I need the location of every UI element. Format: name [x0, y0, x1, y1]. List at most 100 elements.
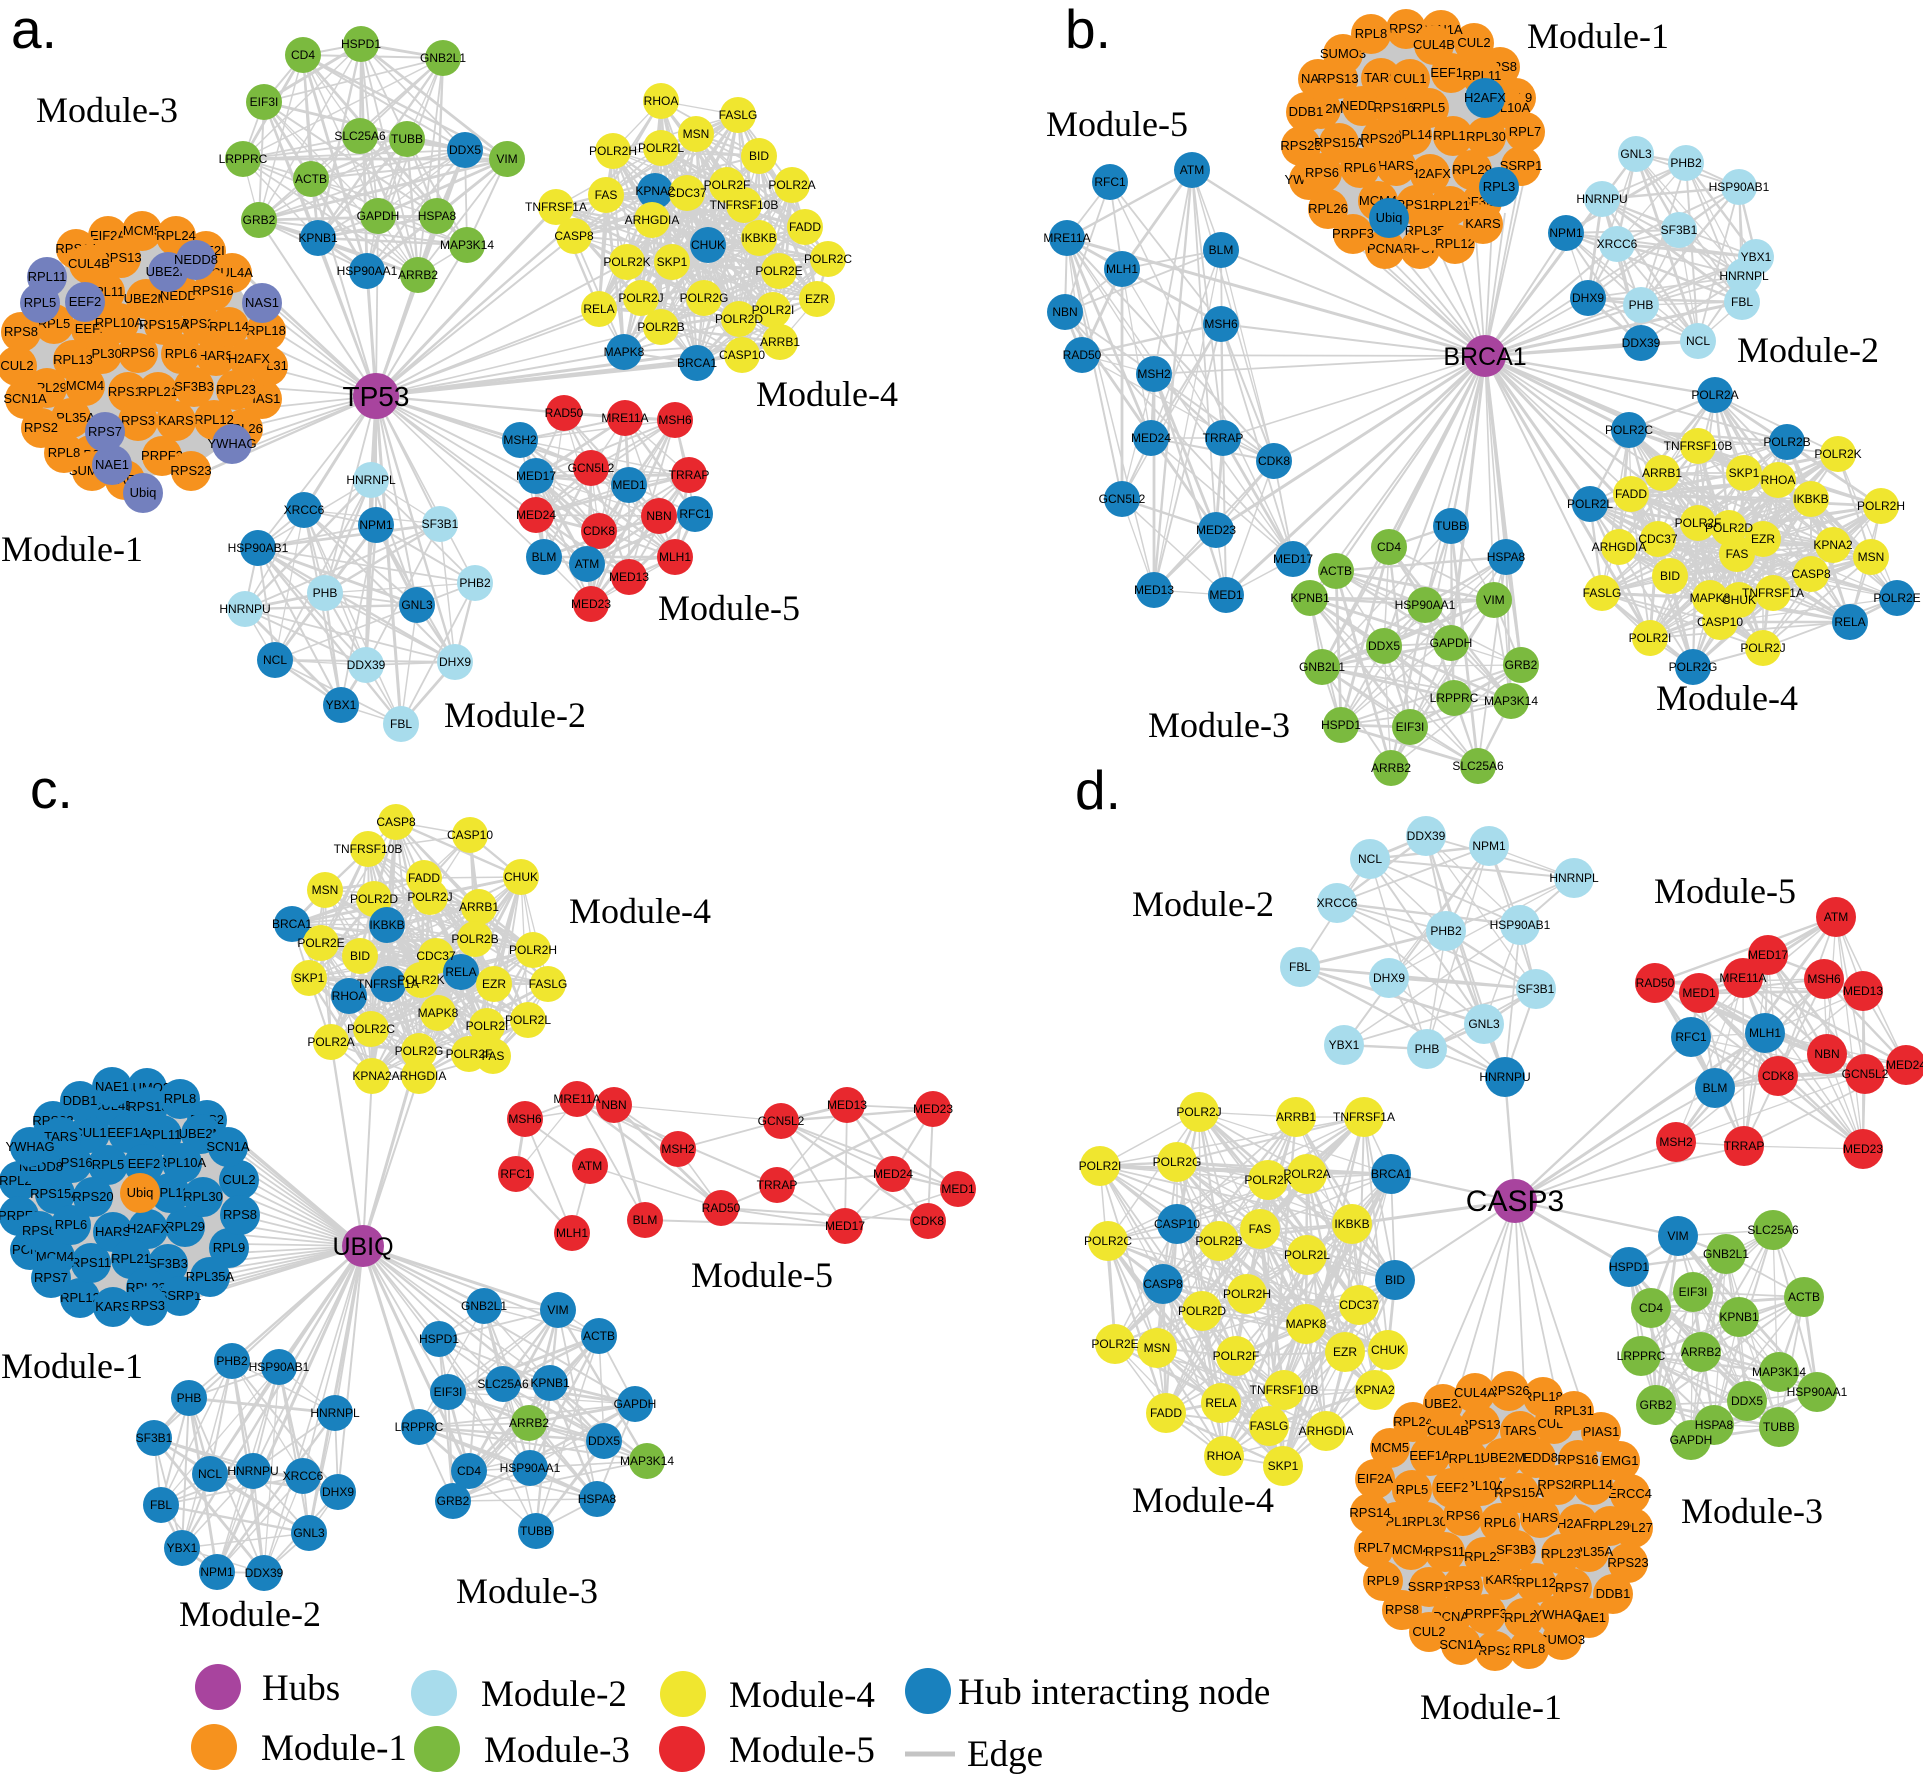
svg-text:RPL5: RPL5 [1413, 100, 1446, 115]
svg-text:RPL26: RPL26 [1504, 1610, 1544, 1625]
svg-text:Module-3: Module-3 [484, 1730, 630, 1771]
svg-text:HSPA8: HSPA8 [418, 209, 457, 223]
svg-text:TNFRSF1A: TNFRSF1A [525, 200, 587, 214]
svg-text:ARRB2: ARRB2 [509, 1416, 549, 1430]
svg-text:MED17: MED17 [1273, 552, 1313, 566]
svg-text:RPL7: RPL7 [1358, 1540, 1391, 1555]
svg-text:POLR2J: POLR2J [407, 890, 452, 904]
svg-text:MAP3K14: MAP3K14 [620, 1454, 674, 1468]
svg-text:MSH2: MSH2 [661, 1142, 695, 1156]
svg-text:SLC25A6: SLC25A6 [1747, 1223, 1799, 1237]
svg-text:FASLG: FASLG [719, 108, 758, 122]
svg-text:DDX39: DDX39 [1622, 336, 1661, 350]
svg-text:POLR2K: POLR2K [1244, 1173, 1291, 1187]
svg-text:RPS7: RPS7 [34, 1270, 68, 1285]
svg-text:CHUK: CHUK [691, 238, 725, 252]
svg-text:RPL21: RPL21 [138, 384, 178, 399]
svg-text:TNFRSF10B: TNFRSF10B [1250, 1383, 1319, 1397]
svg-text:HSP90AA1: HSP90AA1 [1395, 598, 1456, 612]
svg-text:NAS1: NAS1 [245, 295, 279, 310]
svg-text:RPS16: RPS16 [51, 1155, 92, 1170]
svg-text:HSP90AA1: HSP90AA1 [500, 1461, 561, 1475]
svg-text:YWHAG: YWHAG [5, 1139, 54, 1154]
svg-text:RPL11: RPL11 [28, 269, 67, 284]
svg-text:CUL2: CUL2 [1412, 1624, 1445, 1639]
svg-text:Hubs: Hubs [262, 1668, 340, 1709]
svg-text:GNB2L1: GNB2L1 [420, 51, 466, 65]
svg-text:MSH6: MSH6 [658, 413, 692, 427]
svg-text:c.: c. [30, 758, 73, 820]
svg-text:CUL1: CUL1 [73, 1125, 106, 1140]
svg-text:MCM4: MCM4 [1392, 1542, 1430, 1557]
svg-text:HSP90AB1: HSP90AB1 [1709, 180, 1770, 194]
svg-text:POLR2I: POLR2I [752, 303, 795, 317]
svg-text:IKBKB: IKBKB [741, 231, 776, 245]
svg-text:HNRNPU: HNRNPU [1576, 192, 1627, 206]
svg-text:SCN1A: SCN1A [206, 1139, 250, 1154]
svg-text:RPS6: RPS6 [1305, 165, 1339, 180]
svg-text:RPL23: RPL23 [216, 382, 256, 397]
svg-text:GAPDH: GAPDH [614, 1397, 657, 1411]
svg-text:NCL: NCL [263, 653, 287, 667]
svg-text:NBN: NBN [1814, 1047, 1839, 1061]
svg-text:HARS: HARS [198, 348, 234, 363]
svg-text:EMG1: EMG1 [1602, 1453, 1639, 1468]
svg-text:LRPPRC: LRPPRC [219, 152, 268, 166]
svg-text:MRE11A: MRE11A [601, 411, 648, 425]
svg-text:MED1: MED1 [1682, 986, 1716, 1000]
svg-text:HSP90AB1: HSP90AB1 [228, 541, 289, 555]
svg-text:HARS: HARS [1378, 158, 1414, 173]
svg-text:POLR2H: POLR2H [1223, 1287, 1271, 1301]
svg-text:ATM: ATM [1180, 163, 1204, 177]
svg-text:HARS: HARS [1522, 1510, 1558, 1525]
svg-text:SLC25A6: SLC25A6 [334, 129, 386, 143]
svg-text:VIM: VIM [1483, 593, 1504, 607]
svg-text:FBL: FBL [1731, 295, 1753, 309]
svg-text:TARS: TARS [44, 1129, 78, 1144]
svg-text:MAP3K14: MAP3K14 [1752, 1365, 1806, 1379]
svg-text:POLR2J: POLR2J [1740, 641, 1785, 655]
svg-text:SKP1: SKP1 [1729, 466, 1760, 480]
svg-text:EEF2: EEF2 [128, 1156, 161, 1171]
svg-text:NPM1: NPM1 [200, 1565, 234, 1579]
svg-text:POLR2D: POLR2D [715, 312, 763, 326]
svg-text:BRCA1: BRCA1 [1443, 343, 1526, 371]
svg-text:HNRNPU: HNRNPU [1479, 1070, 1530, 1084]
svg-text:PHB2: PHB2 [216, 1354, 248, 1368]
svg-text:TRRAP: TRRAP [669, 468, 710, 482]
svg-text:PHB: PHB [177, 1391, 202, 1405]
svg-text:RPL12: RPL12 [1435, 236, 1475, 251]
svg-text:TRRAP: TRRAP [757, 1178, 798, 1192]
svg-text:KARS: KARS [1485, 1572, 1521, 1587]
svg-text:RPL23: RPL23 [1541, 1546, 1581, 1561]
svg-text:POLR2B: POLR2B [1763, 435, 1810, 449]
svg-text:EZR: EZR [1751, 532, 1775, 546]
svg-text:ERCC4: ERCC4 [1608, 1486, 1652, 1501]
svg-text:RPS23: RPS23 [1607, 1555, 1648, 1570]
svg-text:Module-4: Module-4 [1656, 678, 1798, 718]
svg-text:NCL: NCL [1358, 852, 1382, 866]
svg-text:Module-5: Module-5 [729, 1730, 875, 1771]
svg-text:GNL3: GNL3 [1620, 147, 1652, 161]
svg-text:Module-2: Module-2 [481, 1674, 627, 1715]
svg-text:TUBB: TUBB [391, 132, 423, 146]
svg-text:KPNB1: KPNB1 [298, 231, 338, 245]
svg-text:BLM: BLM [532, 550, 557, 564]
svg-text:GRB2: GRB2 [1640, 1398, 1673, 1412]
svg-text:RPL29: RPL29 [1452, 162, 1492, 177]
svg-text:RPL12: RPL12 [1516, 1575, 1556, 1590]
svg-text:CASP10: CASP10 [1697, 615, 1743, 629]
svg-text:H2AFX: H2AFX [127, 1221, 169, 1236]
svg-text:Module-4: Module-4 [729, 1675, 875, 1716]
svg-text:RPS6: RPS6 [1446, 1508, 1480, 1523]
svg-text:RPS13: RPS13 [100, 250, 141, 265]
svg-text:UBIQ: UBIQ [332, 1233, 393, 1261]
svg-text:RHOA: RHOA [332, 989, 367, 1003]
svg-text:BLM: BLM [1209, 243, 1234, 257]
svg-text:POLR2L: POLR2L [1567, 497, 1613, 511]
svg-text:FBL: FBL [150, 1498, 172, 1512]
svg-text:MED24: MED24 [1131, 431, 1171, 445]
svg-text:TUBB: TUBB [520, 1524, 552, 1538]
svg-text:GAPDH: GAPDH [357, 209, 400, 223]
svg-text:CHUK: CHUK [504, 870, 538, 884]
